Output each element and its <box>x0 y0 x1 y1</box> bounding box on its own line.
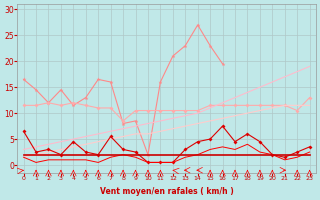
X-axis label: Vent moyen/en rafales ( km/h ): Vent moyen/en rafales ( km/h ) <box>100 187 234 196</box>
